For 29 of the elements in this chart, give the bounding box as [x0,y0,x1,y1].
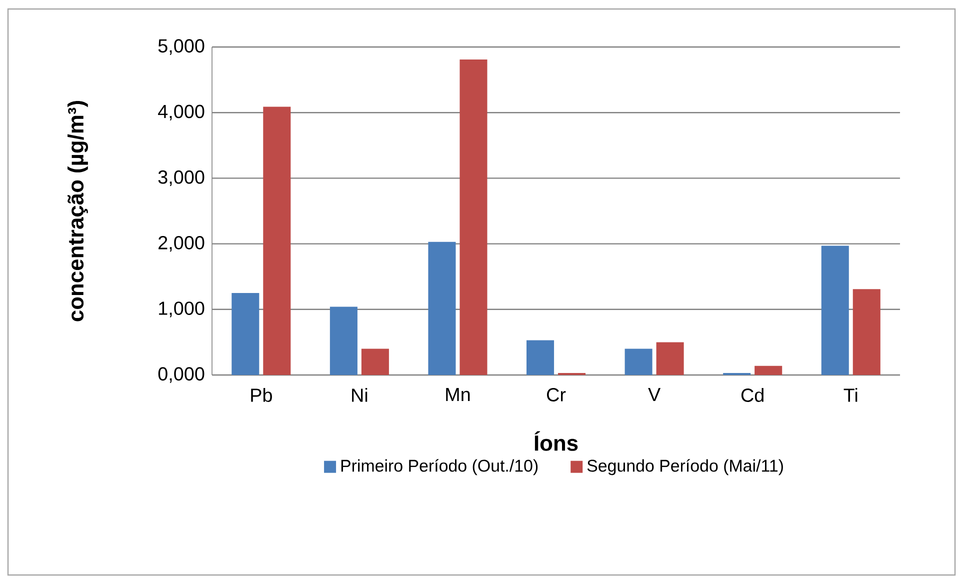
x-tick-label: Ti [844,388,858,402]
y-tick-label: 5,000 [158,39,204,55]
y-tick-label: 4,000 [158,104,204,120]
bar [232,293,260,375]
bar [754,366,782,375]
y-tick-label: 0,000 [158,367,204,383]
bar [526,340,554,375]
x-tick-label: Cr [547,388,566,402]
bar [656,342,684,375]
legend-label: Segundo Período (Mai/11) [587,459,783,476]
x-tick-label: Ni [352,388,368,402]
x-tick-label: Cd [741,388,764,402]
bar [428,242,456,375]
bar [821,246,849,375]
legend-label: Primeiro Período (Out./10) [341,459,538,476]
y-tick-label: 1,000 [159,302,204,318]
y-axis-title: concentração (µg/m³) [67,101,88,322]
y-tick-label: 2,000 [158,236,204,252]
bar [330,306,358,375]
bar [624,348,652,375]
x-tick-label: Mn [446,388,470,402]
x-axis-title: Íons [534,431,578,451]
bar [852,289,880,375]
x-tick-label: Pb [251,388,272,402]
x-tick-label: V [648,388,661,402]
bar [361,348,389,375]
bar [263,106,291,375]
bar [460,59,488,375]
y-tick-label: 3,000 [158,170,204,186]
